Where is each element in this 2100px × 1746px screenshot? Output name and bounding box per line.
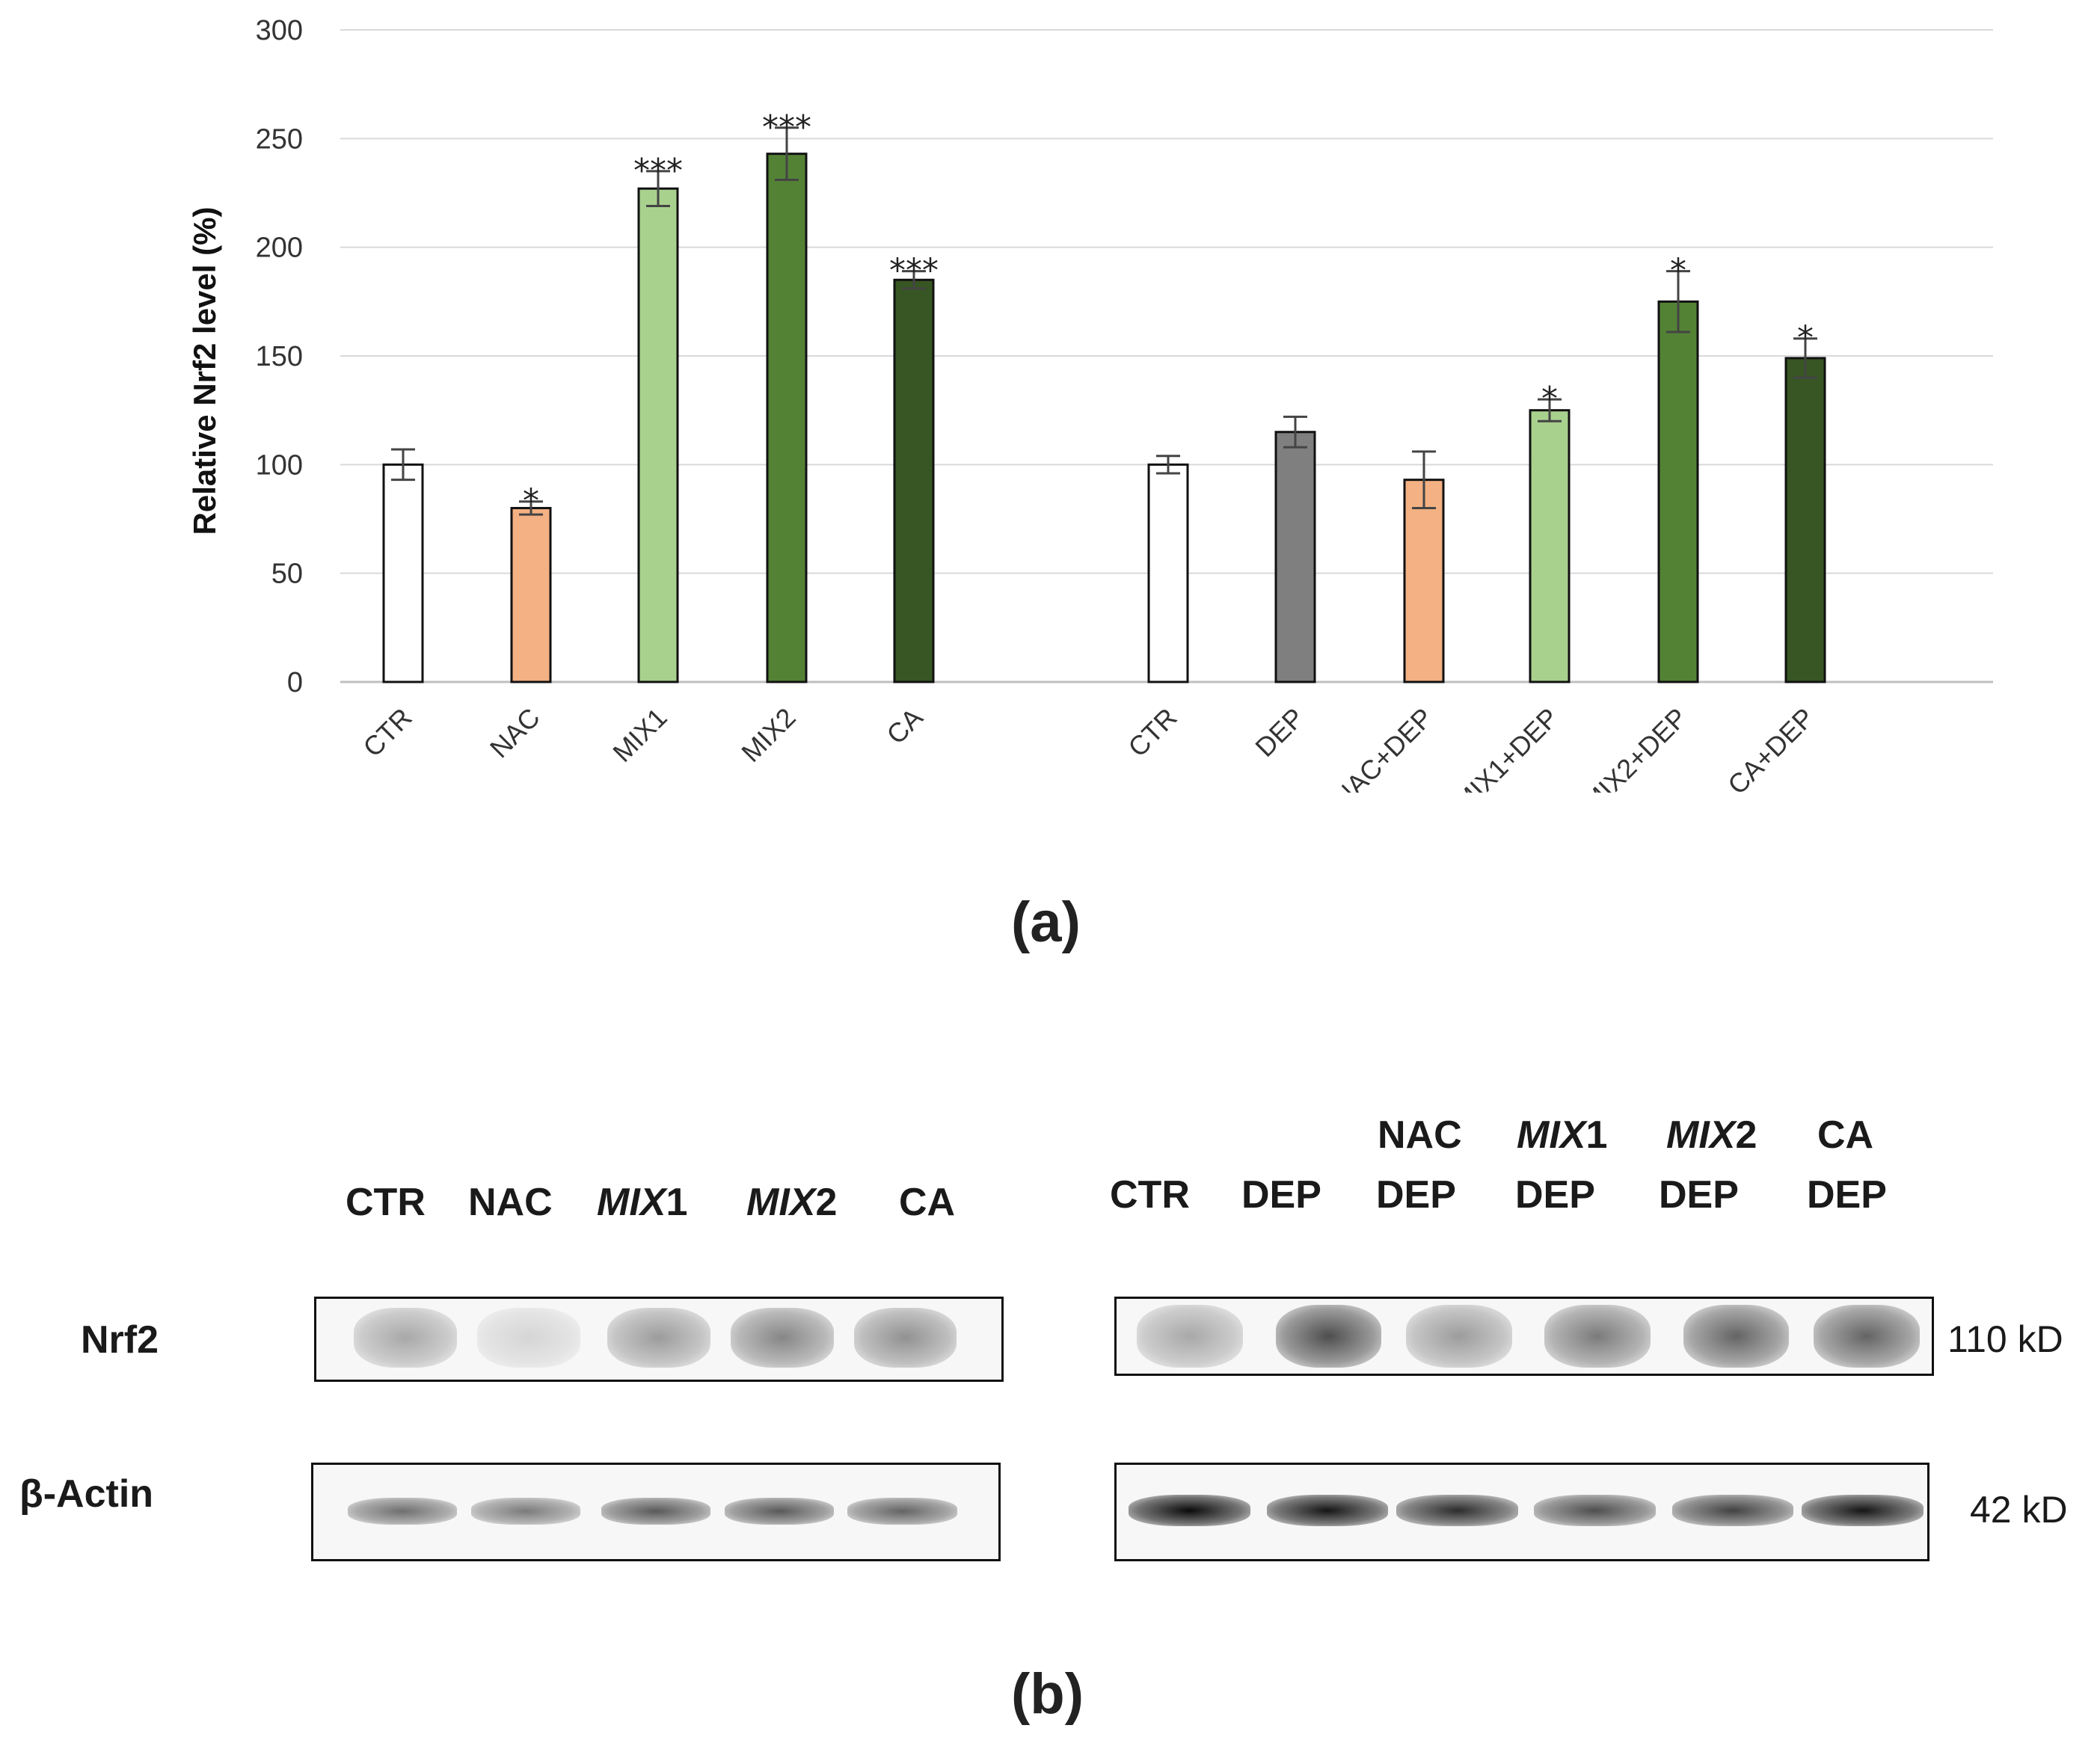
wb-lane-label: DEP bbox=[1515, 1173, 1595, 1217]
wb-lane-label: DEP bbox=[1807, 1173, 1887, 1217]
wb-lane-label: NAC bbox=[468, 1181, 553, 1224]
y-tick-label: 150 bbox=[256, 341, 303, 372]
bar bbox=[1147, 463, 1189, 683]
x-tick-label: MIX1 bbox=[607, 702, 672, 768]
bar bbox=[637, 187, 679, 683]
significance-marker: * bbox=[1541, 380, 1558, 418]
significance-marker: *** bbox=[762, 108, 811, 147]
bar bbox=[1529, 409, 1571, 683]
blot-band bbox=[1683, 1305, 1790, 1368]
wb-lane-label: CTR bbox=[346, 1181, 426, 1224]
actin-blot-left bbox=[311, 1463, 1001, 1561]
blot-band bbox=[470, 1498, 581, 1525]
blot-band bbox=[1266, 1495, 1389, 1526]
bar bbox=[1784, 357, 1826, 683]
bar bbox=[893, 278, 935, 683]
wb-lane-label: CA bbox=[899, 1181, 956, 1224]
wb-lane-label-top: MIX1 bbox=[1517, 1113, 1608, 1157]
blot-band bbox=[1671, 1495, 1794, 1526]
y-tick-label: 200 bbox=[256, 233, 303, 264]
wb-lane-label: CTR bbox=[1110, 1173, 1190, 1217]
nrf2-bar-chart: 0 50 100 150 200 250 300 Relative Nrf2 level (%… bbox=[187, 15, 1993, 793]
wb-lane-label: MIX1 bbox=[597, 1181, 688, 1224]
wb-lane-label-top: CA bbox=[1817, 1113, 1874, 1157]
nrf2-size-label: 110 kD bbox=[1947, 1318, 2063, 1360]
blot-band bbox=[1813, 1305, 1920, 1368]
x-tick-label: CA bbox=[880, 702, 928, 750]
bar bbox=[510, 506, 552, 683]
bar bbox=[766, 153, 808, 683]
panel-b-label: (b) bbox=[1011, 1662, 1084, 1726]
y-tick-label: 250 bbox=[256, 123, 303, 155]
significance-marker: *** bbox=[889, 252, 939, 290]
significance-marker: *** bbox=[633, 152, 683, 190]
blot-band bbox=[347, 1498, 458, 1525]
blot-band bbox=[1801, 1495, 1924, 1526]
wb-lane-label: DEP bbox=[1376, 1173, 1456, 1217]
actin-size-label: 42 kD bbox=[1970, 1489, 2068, 1531]
wb-lane-label-top: MIX2 bbox=[1666, 1113, 1757, 1157]
y-tick-label: 300 bbox=[256, 15, 303, 46]
x-tick-label: DEP bbox=[1249, 702, 1310, 763]
significance-marker: * bbox=[1797, 319, 1814, 357]
wb-lane-label-top: NAC bbox=[1378, 1113, 1462, 1157]
blot-band bbox=[724, 1498, 835, 1525]
blot-band bbox=[1534, 1495, 1656, 1526]
x-tick-label: MIX1+DEP bbox=[1448, 702, 1565, 793]
x-tick-label: MIX2 bbox=[735, 702, 801, 768]
x-tick-label: CA+DEP bbox=[1722, 702, 1820, 793]
blot-band bbox=[1405, 1305, 1512, 1368]
panel-a-label: (a) bbox=[1011, 891, 1081, 954]
blot-band bbox=[477, 1308, 580, 1368]
significance-marker: * bbox=[1670, 252, 1686, 290]
x-tick-label: NAC bbox=[484, 702, 546, 764]
y-tick-label: 50 bbox=[271, 559, 303, 590]
blot-band bbox=[1137, 1305, 1243, 1368]
actin-blot-right bbox=[1114, 1463, 1929, 1561]
blot-band bbox=[1129, 1495, 1250, 1526]
blot-band bbox=[354, 1308, 457, 1368]
actin-row-label: β-Actin bbox=[19, 1472, 154, 1516]
bar bbox=[1274, 431, 1316, 683]
y-tick-label: 0 bbox=[287, 667, 303, 698]
wb-lane-label: MIX2 bbox=[746, 1181, 838, 1224]
blot-band bbox=[601, 1498, 711, 1525]
x-tick-label: NAC+DEP bbox=[1327, 702, 1439, 793]
bar bbox=[1657, 300, 1699, 683]
nrf2-blot-right bbox=[1114, 1297, 1934, 1376]
y-axis-title: Relative Nrf2 level (%) bbox=[187, 207, 222, 535]
blot-band bbox=[1544, 1305, 1651, 1368]
nrf2-blot-left bbox=[314, 1297, 1004, 1382]
blot-band bbox=[847, 1498, 958, 1525]
wb-lane-label: DEP bbox=[1659, 1173, 1739, 1217]
blot-band bbox=[731, 1308, 834, 1368]
blot-band bbox=[854, 1308, 957, 1368]
significance-marker: * bbox=[523, 482, 539, 520]
wb-lane-label: DEP bbox=[1241, 1173, 1321, 1217]
blot-band bbox=[1275, 1305, 1382, 1368]
x-tick-label: CTR bbox=[1122, 702, 1182, 763]
bar bbox=[382, 463, 424, 683]
blot-band bbox=[1396, 1495, 1518, 1526]
x-tick-label: CTR bbox=[357, 702, 417, 763]
blot-band bbox=[607, 1308, 710, 1368]
nrf2-row-label: Nrf2 bbox=[81, 1318, 159, 1362]
x-tick-label: MIX2+DEP bbox=[1576, 702, 1693, 793]
y-tick-label: 100 bbox=[256, 449, 303, 481]
bar bbox=[1403, 479, 1445, 683]
